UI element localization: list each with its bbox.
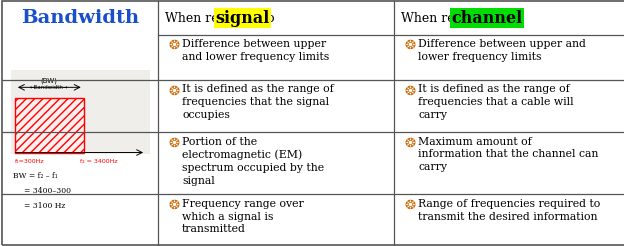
Bar	[2, 1, 158, 245]
Bar	[15, 98, 84, 153]
Text: It is defined as the range of
frequencies that a cable will
carry: It is defined as the range of frequencie…	[418, 84, 573, 120]
Text: ❂: ❂	[168, 199, 180, 212]
Bar	[11, 70, 150, 154]
Text: ❂: ❂	[168, 84, 180, 97]
Text: ❂: ❂	[404, 39, 416, 52]
Text: ❂: ❂	[168, 39, 180, 52]
Text: = 3100 Hz: = 3100 Hz	[24, 202, 66, 210]
Text: channel: channel	[452, 10, 523, 27]
Text: Portion of the
electromagnetic (EM)
spectrum occupied by the
signal: Portion of the electromagnetic (EM) spec…	[182, 137, 324, 186]
Text: Bandwidth: Bandwidth	[21, 9, 140, 28]
Text: When referred to: When referred to	[165, 12, 278, 25]
Text: It is defined as the range of
frequencies that the signal
occupies: It is defined as the range of frequencie…	[182, 84, 334, 120]
Text: ❂: ❂	[404, 137, 416, 150]
Text: Maximum amount of
information that the channel can
carry: Maximum amount of information that the c…	[418, 137, 598, 172]
Text: Frequency range over
which a signal is
transmitted: Frequency range over which a signal is t…	[182, 199, 304, 234]
Text: When referred to: When referred to	[401, 12, 514, 25]
Text: Difference between upper
and lower frequency limits: Difference between upper and lower frequ…	[182, 39, 329, 62]
Text: ❂: ❂	[404, 199, 416, 212]
Text: = 3400–300: = 3400–300	[24, 187, 71, 195]
Text: BW = f₂ – f₁: BW = f₂ – f₁	[13, 172, 58, 180]
Text: ❂: ❂	[168, 137, 180, 150]
Text: ❂: ❂	[404, 84, 416, 97]
Text: f₂ = 3400Hz: f₂ = 3400Hz	[80, 159, 118, 164]
Text: signal: signal	[216, 10, 270, 27]
Text: ←Bandwidth→: ←Bandwidth→	[30, 85, 69, 90]
Text: Range of frequencies required to
transmit the desired information: Range of frequencies required to transmi…	[418, 199, 600, 222]
Text: (BW): (BW)	[41, 78, 58, 84]
Text: f₁=300Hz: f₁=300Hz	[15, 159, 44, 164]
Text: Difference between upper and
lower frequency limits: Difference between upper and lower frequ…	[418, 39, 586, 62]
